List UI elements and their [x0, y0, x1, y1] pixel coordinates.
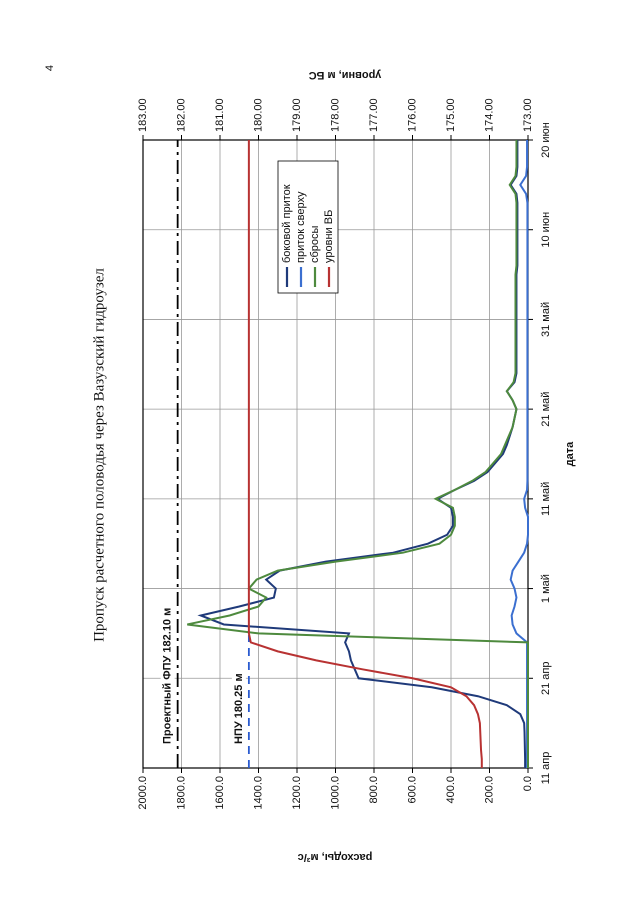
y2-tick-label: 174.00	[483, 98, 495, 132]
x-axis-title: дата	[564, 441, 576, 466]
legend-label: уровни ВБ	[323, 210, 335, 263]
reference-label: НПУ 180.25 м	[233, 673, 245, 744]
page-number: 4	[44, 65, 56, 71]
y-tick-label: 1600.0	[214, 776, 226, 810]
x-tick-label: 10 июн	[540, 212, 552, 248]
y2-tick-label: 181.00	[214, 98, 226, 132]
rotated-page: 4 Пропуск расчетного половодья через Ваз…	[44, 65, 576, 863]
y-tick-label: 1800.0	[175, 776, 187, 810]
series-line	[247, 140, 483, 768]
series-line	[509, 140, 529, 768]
y-tick-label: 200.0	[483, 776, 495, 804]
series-line	[187, 140, 529, 768]
y-tick-label: 2000.0	[137, 776, 149, 810]
y-tick-label: 400.0	[445, 776, 457, 804]
x-tick-label: 11 апр	[540, 752, 552, 785]
x-tick-label: 21 май	[540, 392, 552, 427]
legend-label: приток сверху	[295, 191, 307, 263]
y2-tick-label: 182.00	[175, 98, 187, 132]
label-bg	[231, 668, 246, 748]
reference-label: Проектный ФПУ 182.10 м	[162, 608, 174, 744]
y2-tick-label: 177.00	[368, 98, 380, 132]
legend-box	[277, 160, 339, 294]
y2-tick-label: 176.00	[406, 98, 418, 132]
chart-title: Пропуск расчетного половодья через Вазуз…	[91, 268, 107, 642]
label-bg	[160, 602, 175, 748]
x-tick-label: 20 июн	[540, 122, 552, 158]
y-tick-label: 1000.0	[329, 776, 341, 810]
y2-tick-label: 173.00	[522, 98, 534, 132]
y2-tick-label: 183.00	[137, 98, 149, 132]
x-tick-label: 1 май	[540, 574, 552, 603]
y2-tick-label: 180.00	[252, 98, 264, 132]
y-tick-label: 800.0	[368, 776, 380, 804]
y-tick-label: 0.0	[522, 776, 534, 791]
x-tick-label: 11 май	[540, 482, 552, 516]
legend-label: сбросы	[309, 225, 321, 263]
legend-label: боковой приток	[281, 184, 293, 263]
y2-tick-label: 179.00	[291, 98, 303, 132]
y-tick-label: 600.0	[406, 776, 418, 804]
y2-tick-label: 175.00	[445, 98, 457, 132]
y-axis-title: расходы, м³/с	[298, 851, 373, 863]
y-tick-label: 1400.0	[252, 776, 264, 810]
x-tick-label: 31 май	[540, 302, 552, 337]
y-tick-label: 1200.0	[291, 776, 303, 810]
y2-tick-label: 178.00	[329, 98, 341, 132]
x-tick-label: 21 апр	[540, 662, 552, 695]
y2-axis-title: уровни, м БС	[309, 69, 382, 81]
